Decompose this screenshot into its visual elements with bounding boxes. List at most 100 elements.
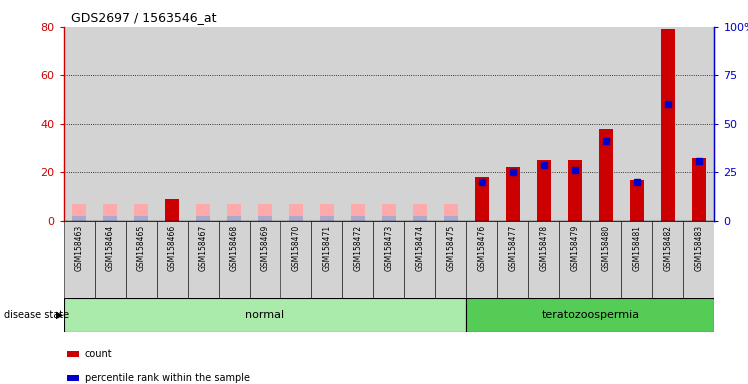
Bar [188, 27, 218, 221]
Bar [165, 199, 179, 221]
Text: GSM158472: GSM158472 [354, 225, 363, 271]
Bar [560, 221, 590, 298]
Bar [156, 221, 188, 298]
Text: GSM158481: GSM158481 [632, 225, 641, 271]
Bar [684, 221, 714, 298]
Bar [652, 27, 684, 221]
Text: GSM158467: GSM158467 [198, 225, 207, 271]
Bar [528, 221, 560, 298]
Bar [506, 167, 520, 221]
Bar [692, 158, 706, 221]
Bar [289, 216, 303, 221]
Text: ▶: ▶ [56, 310, 64, 320]
Bar [343, 221, 373, 298]
Bar [382, 216, 396, 221]
Bar [94, 221, 126, 298]
Text: GSM158469: GSM158469 [260, 225, 269, 271]
Bar [590, 221, 622, 298]
Text: GSM158471: GSM158471 [322, 225, 331, 271]
Bar [661, 29, 675, 221]
Bar [497, 27, 528, 221]
Text: GDS2697 / 1563546_at: GDS2697 / 1563546_at [71, 12, 217, 25]
Text: GSM158483: GSM158483 [694, 225, 703, 271]
Bar [134, 216, 148, 221]
Bar [64, 298, 467, 332]
Bar [289, 204, 303, 221]
Bar [126, 221, 156, 298]
Bar [227, 204, 241, 221]
Bar [413, 204, 427, 221]
Text: GSM158465: GSM158465 [137, 225, 146, 271]
Text: GSM158476: GSM158476 [477, 225, 486, 271]
Bar [475, 177, 489, 221]
Text: GSM158479: GSM158479 [571, 225, 580, 271]
Bar [560, 27, 590, 221]
Bar [126, 27, 156, 221]
Bar [320, 216, 334, 221]
Bar [250, 27, 280, 221]
Bar [218, 221, 250, 298]
Bar [280, 221, 311, 298]
Bar [156, 27, 188, 221]
Bar [684, 27, 714, 221]
Bar [258, 204, 272, 221]
Text: GSM158466: GSM158466 [168, 225, 177, 271]
Bar [250, 221, 280, 298]
Bar [467, 221, 497, 298]
Bar [134, 204, 148, 221]
Text: GSM158482: GSM158482 [663, 225, 672, 271]
Text: GSM158470: GSM158470 [292, 225, 301, 271]
Bar [311, 27, 343, 221]
Bar [622, 221, 652, 298]
Bar [528, 27, 560, 221]
Bar [94, 27, 126, 221]
Text: GSM158480: GSM158480 [601, 225, 610, 271]
Bar [227, 216, 241, 221]
Bar [64, 221, 94, 298]
Bar [435, 27, 467, 221]
Bar [568, 160, 582, 221]
Bar [218, 27, 250, 221]
Bar [652, 221, 684, 298]
Text: GSM158474: GSM158474 [415, 225, 424, 271]
Bar [343, 27, 373, 221]
Text: GSM158477: GSM158477 [509, 225, 518, 271]
Bar [405, 27, 435, 221]
Bar [311, 221, 343, 298]
Bar [444, 216, 458, 221]
Bar [622, 27, 652, 221]
Bar [630, 180, 644, 221]
Bar [72, 204, 86, 221]
Bar [444, 204, 458, 221]
Bar [351, 216, 365, 221]
Bar [320, 204, 334, 221]
Bar [103, 216, 117, 221]
Bar [537, 160, 551, 221]
Bar [467, 298, 714, 332]
Bar [497, 221, 528, 298]
Bar [351, 204, 365, 221]
Text: GSM158468: GSM158468 [230, 225, 239, 271]
Bar [435, 221, 467, 298]
Text: GSM158463: GSM158463 [75, 225, 84, 271]
Text: GSM158473: GSM158473 [384, 225, 393, 271]
Text: percentile rank within the sample: percentile rank within the sample [85, 373, 250, 383]
Bar [196, 216, 210, 221]
Bar [64, 27, 94, 221]
Text: GSM158475: GSM158475 [447, 225, 456, 271]
Bar [590, 27, 622, 221]
Bar [188, 221, 218, 298]
Bar [382, 204, 396, 221]
Bar [373, 27, 405, 221]
Text: GSM158464: GSM158464 [105, 225, 114, 271]
Bar [413, 216, 427, 221]
Text: count: count [85, 349, 112, 359]
Bar [280, 27, 311, 221]
Bar [599, 129, 613, 221]
Bar [373, 221, 405, 298]
Text: normal: normal [245, 310, 284, 320]
Bar [103, 204, 117, 221]
Bar [72, 216, 86, 221]
Bar [405, 221, 435, 298]
Bar [258, 216, 272, 221]
